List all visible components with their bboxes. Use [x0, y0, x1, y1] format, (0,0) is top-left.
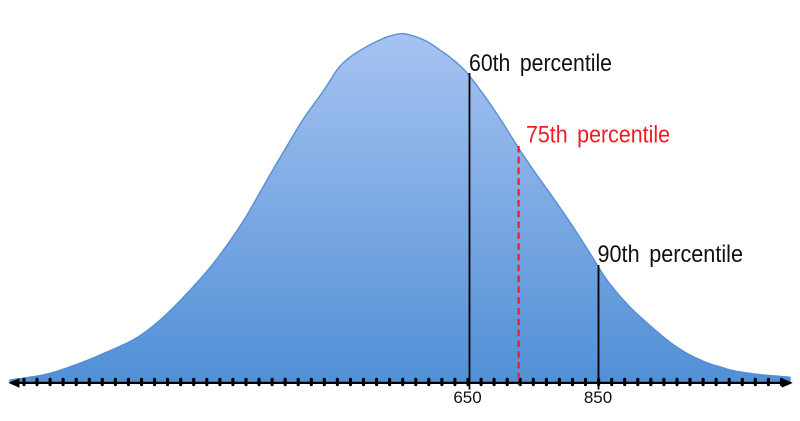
svg-text:850: 850 [584, 388, 612, 407]
svg-text:75th percentile: 75th percentile [526, 121, 670, 148]
svg-text:90th percentile: 90th percentile [598, 241, 744, 268]
svg-text:60th percentile: 60th percentile [469, 50, 612, 77]
svg-text:650: 650 [453, 388, 481, 407]
